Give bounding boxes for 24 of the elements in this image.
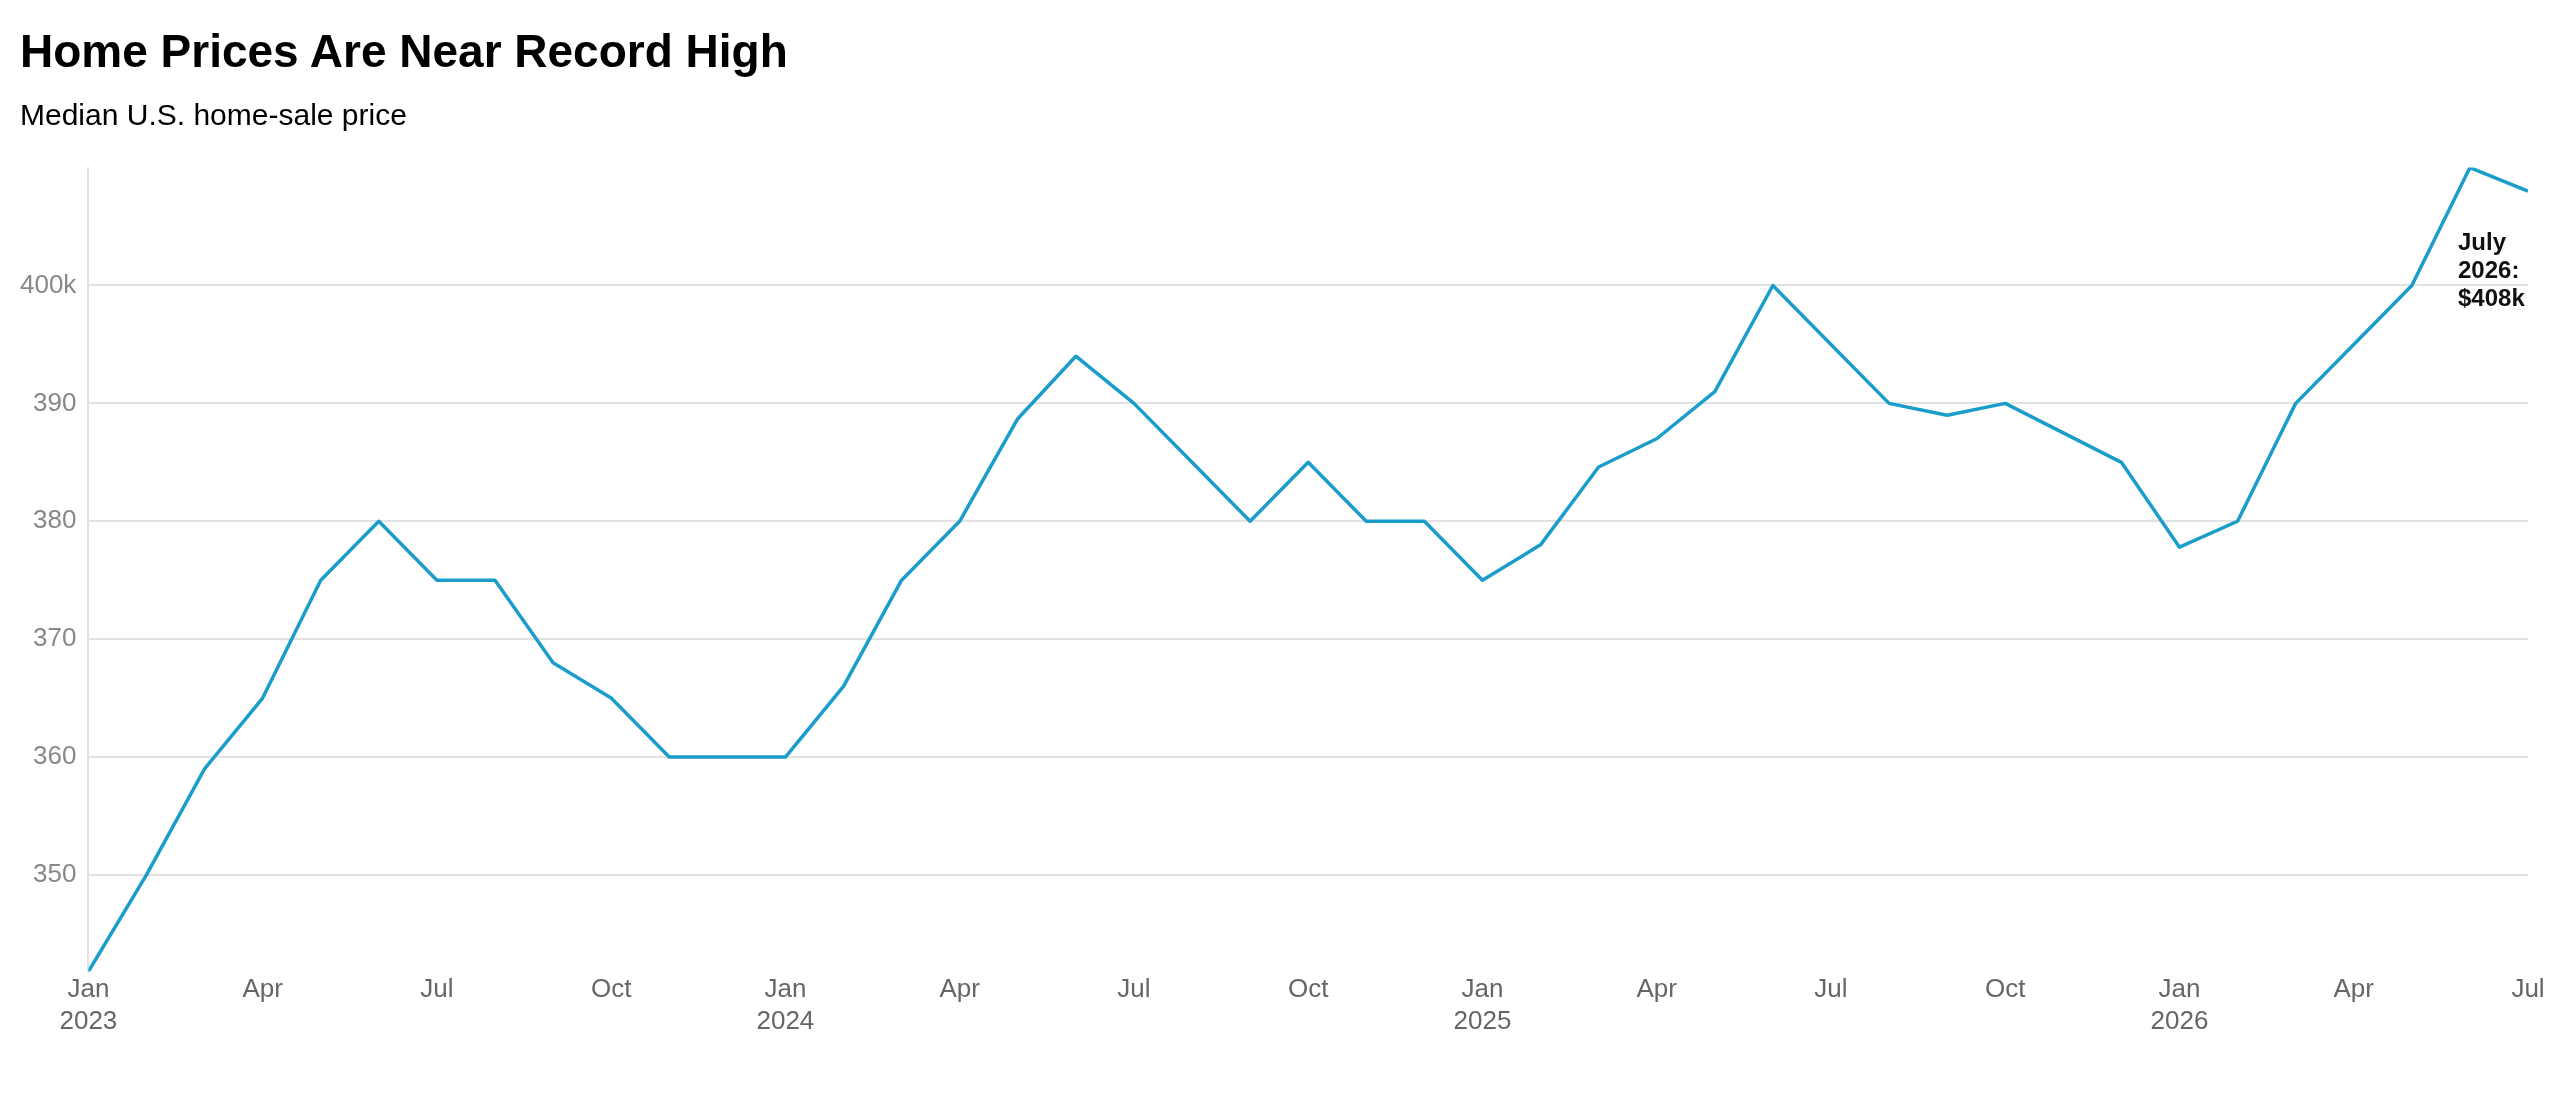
x-tick-label: Oct [1985, 973, 2027, 1004]
x-tick-label: Jul [1814, 973, 1848, 1004]
x-tick-label: Jul [2511, 973, 2545, 1004]
x-tick-label: Apr [2333, 973, 2375, 1004]
y-tick-label: 370 [32, 622, 77, 653]
x-tick-label: Apr [939, 973, 981, 1004]
chart-subtitle: Median U.S. home-sale price [20, 98, 408, 132]
y-tick-label: 350 [32, 858, 77, 889]
x-tick-label: Oct [590, 973, 633, 1004]
x-tick-label: Jan 2025 [1453, 973, 1512, 1035]
x-tick-label: Jan 2026 [2150, 973, 2209, 1035]
x-tick-label: Jul [1117, 973, 1151, 1004]
x-tick-label: Oct [1287, 973, 1330, 1004]
annotation: July 2026: $408k [2458, 227, 2526, 311]
y-tick-label: 400k [19, 268, 78, 299]
y-tick-label: 390 [32, 386, 77, 417]
x-tick-label: Jan 2024 [756, 973, 815, 1035]
x-tick-label: Apr [1636, 973, 1678, 1004]
x-tick-label: Jan 2023 [59, 973, 118, 1035]
x-tick-label: Apr [242, 973, 284, 1004]
y-tick-label: 380 [32, 504, 77, 535]
x-tick-label: Jul [420, 973, 454, 1004]
chart-title: Home Prices Are Near Record High [20, 24, 789, 78]
y-tick-label: 360 [32, 740, 77, 771]
